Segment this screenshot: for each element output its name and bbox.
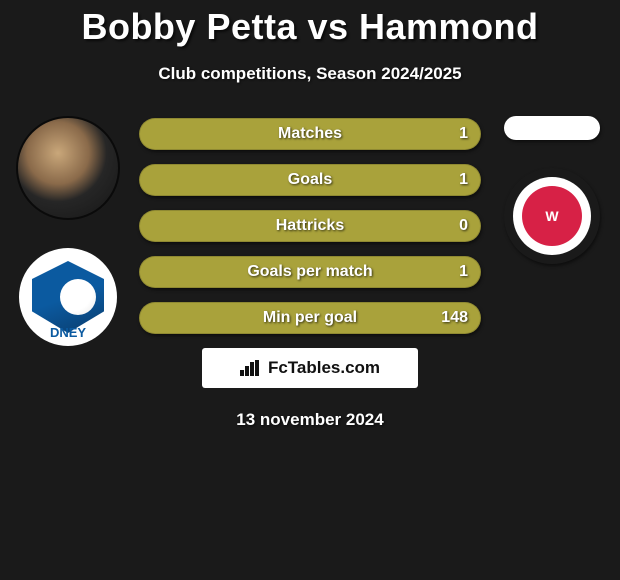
stat-row: Goals 1 xyxy=(139,164,481,196)
stat-row: Hattricks 0 xyxy=(139,210,481,242)
stat-right-value: 0 xyxy=(459,217,468,235)
stat-label: Goals per match xyxy=(140,263,480,281)
stat-label: Min per goal xyxy=(140,309,480,327)
club-logo-left: DNEY xyxy=(19,248,117,346)
stat-bars: Matches 1 Goals 1 Hattricks 0 Goals per … xyxy=(139,116,481,334)
club-short-left: DNEY xyxy=(50,325,86,340)
branding-badge: FcTables.com xyxy=(202,348,418,388)
right-player-column: W xyxy=(492,116,612,264)
stat-label: Matches xyxy=(140,125,480,143)
player-photo-left xyxy=(16,116,120,220)
comparison-panel: DNEY W Matches 1 Goals 1 Hattricks 0 xyxy=(0,116,620,334)
subtitle: Club competitions, Season 2024/2025 xyxy=(0,64,620,84)
stat-row: Matches 1 xyxy=(139,118,481,150)
stat-right-value: 1 xyxy=(459,171,468,189)
club-logo-right: W xyxy=(504,168,600,264)
club-mark-right: W xyxy=(522,186,582,246)
stat-label: Goals xyxy=(140,171,480,189)
player-photo-right-placeholder xyxy=(504,116,600,140)
stat-row: Min per goal 148 xyxy=(139,302,481,334)
page-title: Bobby Petta vs Hammond xyxy=(0,0,620,48)
stat-right-value: 1 xyxy=(459,125,468,143)
stat-right-value: 148 xyxy=(441,309,468,327)
left-player-column: DNEY xyxy=(8,116,128,346)
branding-text: FcTables.com xyxy=(268,358,380,378)
stat-label: Hattricks xyxy=(140,217,480,235)
stat-row: Goals per match 1 xyxy=(139,256,481,288)
chart-icon xyxy=(240,360,260,376)
date-label: 13 november 2024 xyxy=(0,410,620,430)
stat-right-value: 1 xyxy=(459,263,468,281)
